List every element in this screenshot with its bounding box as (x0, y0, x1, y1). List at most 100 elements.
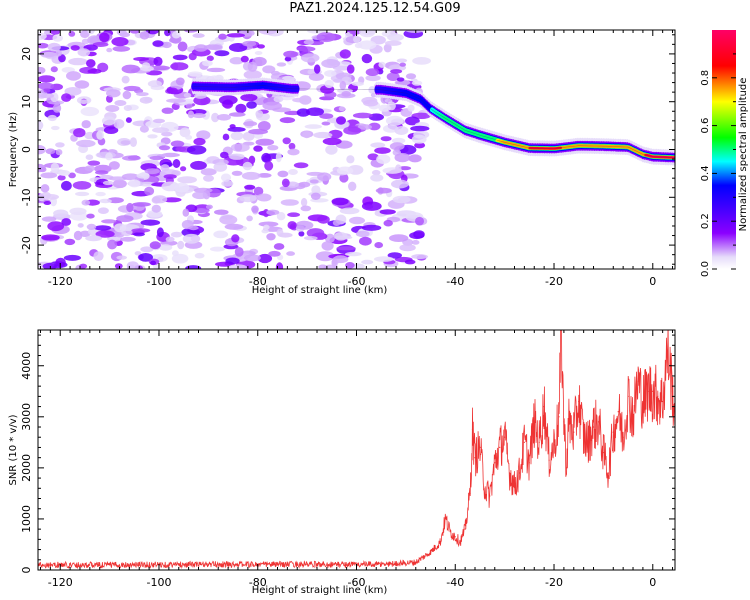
noise-blob (84, 165, 96, 172)
noise-blob (161, 41, 172, 49)
noise-blob (101, 219, 117, 224)
noise-blob (395, 164, 402, 173)
colorbar-tick-label: 0.4 (700, 165, 711, 181)
noise-blob (134, 251, 142, 256)
noise-blob (172, 250, 179, 257)
noise-blob (412, 57, 431, 65)
noise-blob (153, 118, 165, 124)
noise-blob (368, 122, 381, 131)
noise-blob (203, 44, 223, 50)
snr-point (459, 541, 461, 543)
noise-blob (55, 257, 66, 268)
noise-blob (79, 230, 91, 237)
noise-blob (311, 185, 321, 195)
snr-point (415, 561, 417, 563)
snr-point (504, 436, 506, 438)
noise-blob (106, 47, 113, 53)
noise-blob (183, 92, 192, 98)
y-tick-label: 3000 (20, 403, 33, 431)
snr-point (563, 421, 565, 423)
noise-blob (313, 131, 333, 139)
noise-blob (389, 142, 405, 151)
noise-blob (58, 54, 66, 63)
noise-blob (219, 215, 238, 225)
noise-blob (192, 191, 208, 200)
noise-blob (359, 236, 372, 246)
noise-blob (385, 40, 402, 46)
x-axis-label: Height of straight line (km) (252, 585, 388, 596)
noise-blob (188, 225, 199, 231)
noise-blob (171, 31, 181, 39)
noise-blob (175, 146, 187, 152)
snr-panel: -120 -100 -80 -60 -40 -20 0 0 1000 2000 3000 4000 He… (8, 329, 676, 596)
noise-blob (318, 264, 328, 269)
snr-point (449, 531, 451, 533)
noise-blob (275, 152, 282, 163)
noise-blob (52, 34, 63, 42)
x-tick-label: -60 (348, 275, 366, 288)
noise-blob (257, 253, 273, 264)
noise-blob (240, 93, 258, 102)
noise-blob (40, 172, 58, 179)
noise-blob (72, 181, 92, 190)
noise-blob (38, 32, 47, 41)
noise-blob (185, 204, 198, 213)
noise-blob (194, 44, 208, 52)
colorbar-tick-label: 0.2 (700, 213, 711, 229)
noise-blob (243, 70, 262, 80)
noise-blob (328, 129, 343, 139)
noise-blob (273, 243, 285, 250)
noise-blob (267, 145, 279, 151)
noise-blob (391, 179, 409, 189)
noise-blob (87, 160, 101, 166)
noise-blob (50, 66, 58, 73)
noise-blob (55, 142, 65, 148)
noise-blob (244, 184, 256, 190)
noise-blob (121, 64, 140, 74)
noise-blob (298, 231, 305, 237)
noise-blob (288, 169, 298, 175)
noise-blob (288, 142, 296, 150)
snr-point (471, 429, 474, 431)
noise-blob (122, 90, 132, 100)
noise-blob (95, 170, 109, 175)
noise-blob (61, 218, 72, 226)
noise-blob (405, 116, 420, 126)
noise-blob (185, 103, 193, 109)
noise-blob (359, 30, 376, 38)
noise-blob (315, 251, 335, 262)
noise-blob (202, 60, 213, 67)
noise-blob (190, 109, 207, 115)
y-tick-label: 10 (20, 95, 33, 109)
noise-blob (398, 166, 412, 171)
snr-point (533, 421, 535, 423)
noise-blob (242, 40, 257, 47)
noise-blob (192, 33, 205, 38)
ridge-mark (671, 156, 675, 159)
noise-blob (128, 179, 141, 188)
snr-point (489, 495, 491, 497)
noise-blob (386, 101, 396, 111)
noise-blob (242, 161, 253, 171)
noise-blob (40, 184, 50, 193)
snr-point (565, 467, 568, 469)
noise-blob (161, 131, 173, 137)
noise-blob (339, 173, 349, 183)
noise-blob (332, 255, 349, 264)
noise-blob (394, 126, 409, 135)
noise-blob (52, 103, 62, 113)
snr-point (538, 441, 540, 443)
noise-blob (196, 130, 211, 140)
noise-blob (371, 169, 381, 176)
noise-blob (234, 247, 244, 257)
noise-blob (282, 137, 291, 145)
noise-blob (404, 259, 416, 265)
noise-blob (116, 30, 128, 36)
x-tick-label: 0 (649, 275, 656, 288)
noise-blob (304, 124, 322, 129)
snr-point (474, 457, 476, 459)
noise-blob (370, 174, 384, 182)
noise-blob (281, 178, 290, 188)
noise-blob (86, 59, 96, 68)
